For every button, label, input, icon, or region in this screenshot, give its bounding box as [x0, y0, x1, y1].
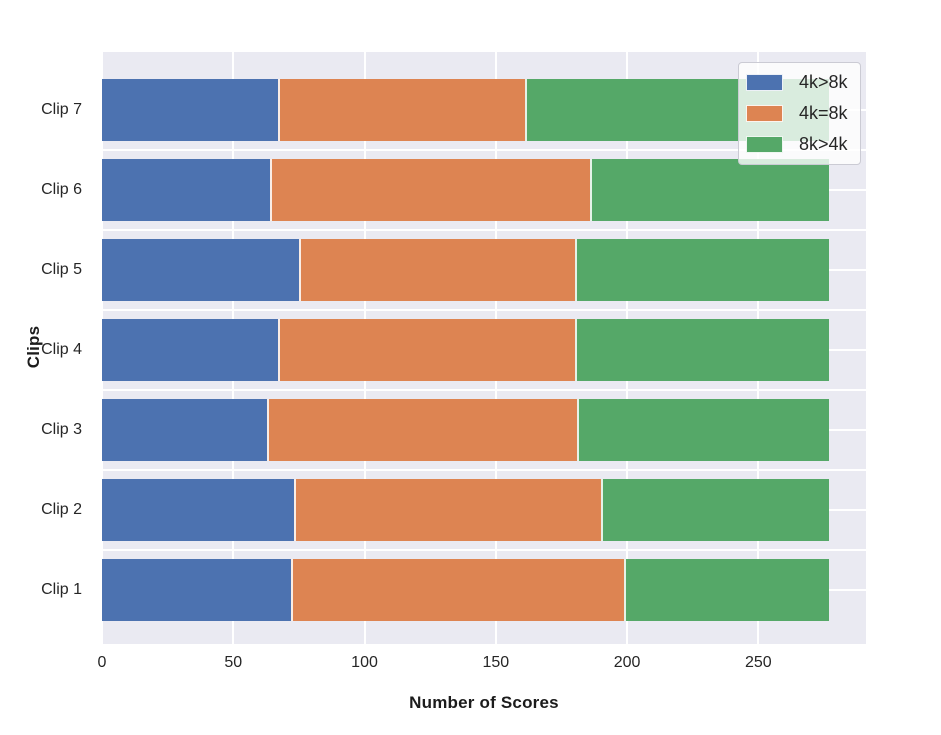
y-tick-label: Clip 7: [41, 101, 82, 118]
bar-segment-4k=8k: [298, 239, 575, 301]
legend-swatch: [746, 136, 783, 153]
legend-swatch: [746, 105, 783, 122]
bar-row-clip-3: [102, 399, 866, 461]
legend-entry: 4k>8k: [746, 67, 848, 98]
y-tick-label: Clip 2: [41, 501, 82, 518]
y-tick-label: Clip 1: [41, 581, 82, 598]
bar-segment-4k>8k: [102, 479, 294, 541]
legend-entry: 8k>4k: [746, 129, 848, 160]
bar-row-clip-2: [102, 479, 866, 541]
legend-entry: 4k=8k: [746, 98, 848, 129]
legend-label: 4k>8k: [799, 72, 848, 92]
bar-segment-8k>4k: [600, 479, 830, 541]
x-tick-label: 150: [482, 654, 510, 671]
bar-segment-4k>8k: [102, 79, 278, 141]
bar-segment-4k>8k: [102, 239, 299, 301]
bar-segment-4k=8k: [267, 399, 578, 461]
x-tick-label: 100: [351, 654, 378, 671]
bar-segment-4k>8k: [102, 399, 268, 461]
bar-segment-8k>4k: [590, 159, 830, 221]
legend-swatch: [746, 74, 783, 91]
y-tick-label: Clip 3: [41, 421, 82, 438]
horizontal-gridline: [102, 309, 866, 311]
x-tick-label: 0: [97, 654, 107, 671]
y-tick-label: Clip 6: [41, 181, 82, 198]
bar-segment-8k>4k: [577, 399, 830, 461]
horizontal-gridline: [102, 469, 866, 471]
legend: 4k>8k 4k=8k 8k>4k: [738, 62, 861, 165]
bar-segment-4k=8k: [277, 79, 525, 141]
bar-segment-4k=8k: [277, 319, 575, 381]
x-tick-label: 250: [744, 654, 772, 671]
bar-segment-4k>8k: [102, 319, 278, 381]
legend-label: 8k>4k: [799, 134, 848, 154]
bar-row-clip-6: [102, 159, 866, 221]
bar-segment-8k>4k: [574, 239, 830, 301]
legend-label: 4k=8k: [799, 103, 848, 123]
bar-row-clip-4: [102, 319, 866, 381]
bar-segment-4k=8k: [293, 479, 601, 541]
y-axis-label: Clips: [24, 325, 43, 369]
bar-segment-4k=8k: [291, 559, 625, 621]
horizontal-gridline: [102, 229, 866, 231]
y-tick-label: Clip 4: [41, 341, 82, 358]
x-tick-label: 50: [224, 654, 243, 671]
bar-segment-8k>4k: [624, 559, 830, 621]
bar-segment-4k>8k: [102, 159, 271, 221]
horizontal-gridline: [102, 149, 866, 151]
bar-row-clip-1: [102, 559, 866, 621]
x-tick-label: 200: [613, 654, 641, 671]
bar-segment-8k>4k: [574, 319, 830, 381]
bar-row-clip-5: [102, 239, 866, 301]
horizontal-gridline: [102, 389, 866, 391]
y-tick-label: Clip 5: [41, 261, 82, 278]
horizontal-gridline: [102, 549, 866, 551]
x-axis-label: Number of Scores: [409, 693, 559, 712]
bar-segment-4k=8k: [270, 159, 591, 221]
bar-segment-4k>8k: [102, 559, 292, 621]
